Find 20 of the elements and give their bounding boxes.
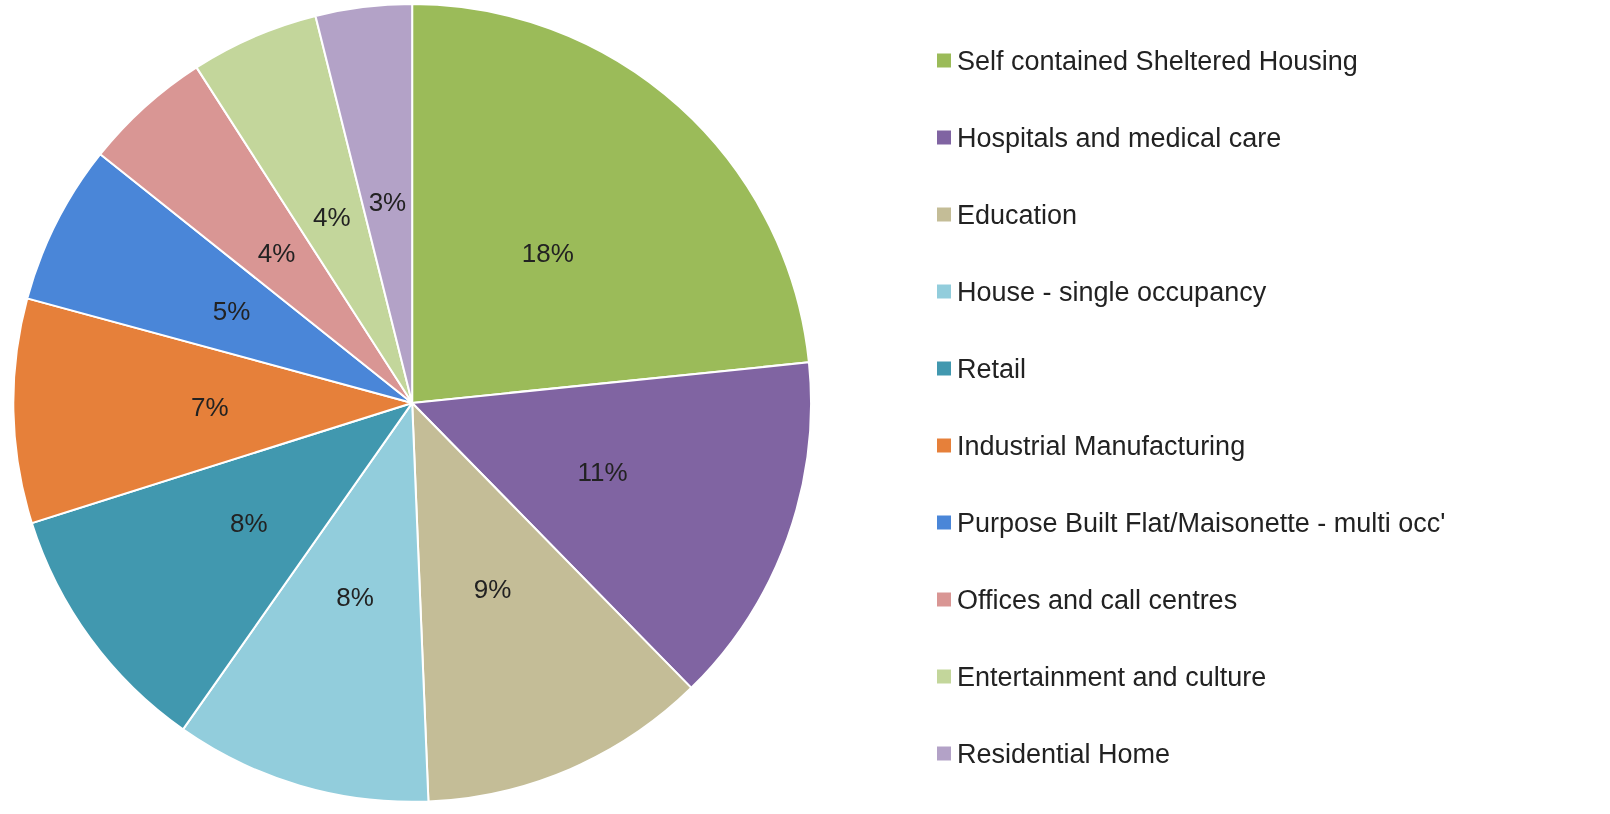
data-label: 9% [473,573,512,604]
data-label: 18% [521,237,574,268]
data-label: 7% [190,392,229,423]
legend-label: Self contained Sheltered Housing [957,45,1358,76]
legend-label: Hospitals and medical care [957,122,1282,153]
data-label: 11% [577,456,628,487]
data-label: 8% [230,507,268,538]
legend-label: Purpose Built Flat/Maisonette - multi occ' [957,507,1446,538]
data-label: 8% [336,582,374,613]
data-label: 5% [212,296,251,327]
legend-label: Industrial Manufacturing [957,430,1246,461]
legend-label: Offices and call centres [957,584,1238,615]
data-label: 4% [257,237,296,268]
data-label: 4% [313,202,351,233]
legend-label: Entertainment and culture [957,661,1267,692]
legend-label: Education [957,199,1078,230]
data-label: 3% [368,187,407,218]
legend-label: Residential Home [957,738,1171,769]
legend-label: House - single occupancy [957,276,1267,307]
legend-label: Retail [957,353,1027,384]
